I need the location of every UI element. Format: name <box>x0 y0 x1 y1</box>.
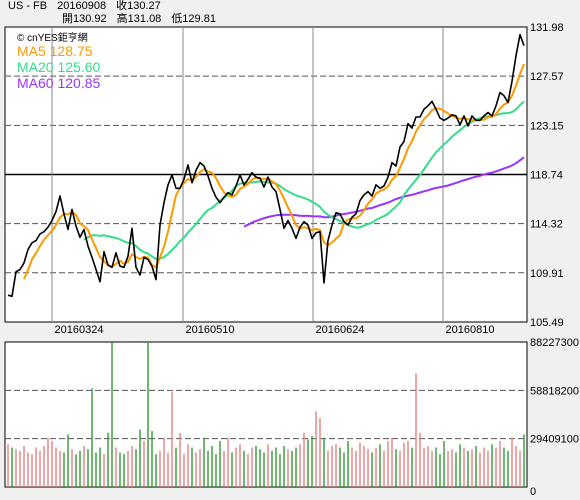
price-tick-label: 127.57 <box>530 71 564 83</box>
volume-tick-label: 29409100 <box>530 434 579 446</box>
date-tick-label: 20160810 <box>446 324 495 336</box>
volume-tick-label: 0 <box>530 486 536 498</box>
legend-ma5: MA5 128.75 <box>17 43 93 59</box>
price-tick-label: 114.32 <box>530 219 563 231</box>
brand-label: © cnYES鉅亨網 <box>17 31 88 44</box>
volume-tick-label: 88227300 <box>530 337 579 349</box>
date-tick-label: 20160624 <box>316 324 365 336</box>
price-tick-label: 105.49 <box>530 317 564 329</box>
date-tick-label: 20160324 <box>55 324 104 336</box>
price-line <box>7 33 525 298</box>
price-tick-label: 118.74 <box>530 169 563 181</box>
date-tick-label: 20160510 <box>186 324 235 336</box>
low-price: 低129.81 <box>171 13 216 25</box>
price-tick-label: 131.98 <box>530 22 564 34</box>
volume-tick-label: 58818200 <box>530 385 579 397</box>
legend-ma60: MA60 120.85 <box>17 75 100 91</box>
legend: © cnYES鉅亨網 MA5 128.75 MA20 125.60 MA60 1… <box>17 31 100 91</box>
open-price: 開130.92 <box>62 13 107 25</box>
symbol: US - FB <box>8 0 48 12</box>
price-tick-label: 123.15 <box>530 120 564 132</box>
price-tick-label: 109.91 <box>530 268 564 280</box>
high-price: 高131.08 <box>116 13 162 25</box>
quote-header: US - FB 20160908 收130.27 開130.92 高131.08 低12… <box>8 0 216 26</box>
close-price: 收130.27 <box>116 0 161 12</box>
quote-date: 20160908 <box>57 0 107 12</box>
legend-ma20: MA20 125.60 <box>17 59 100 75</box>
